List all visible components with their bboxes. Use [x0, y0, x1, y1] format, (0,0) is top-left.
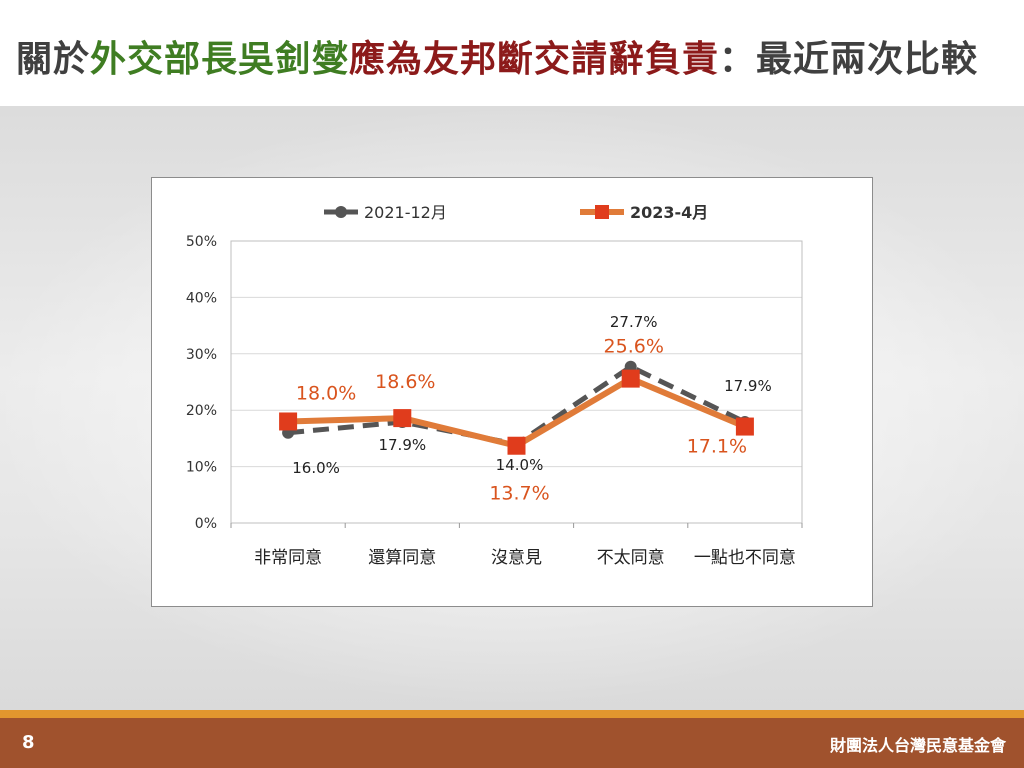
series-2023-4-point — [621, 369, 640, 388]
series-2021-12-data-label: 27.7% — [610, 313, 658, 331]
x-category-label: 沒意見 — [491, 548, 542, 568]
x-category-label: 不太同意 — [597, 548, 665, 568]
x-category-label: 還算同意 — [368, 548, 436, 568]
title-part-compare: ：最近兩次比較 — [719, 39, 979, 80]
chart-panel: 0% 10% 20% 30% 40% 50% 非常同意 還算同意 沒意見 不太同意 一點也不同意 16… — [151, 177, 873, 607]
x-category-label: 一點也不同意 — [694, 548, 796, 568]
y-tick-label: 30% — [186, 347, 217, 363]
series-2023-4-point — [735, 417, 754, 436]
title-part-minister: 外交部長吳釗燮 — [90, 39, 350, 80]
series-2021-12-data-label: 17.9% — [724, 377, 772, 395]
series-2021-12-data-label: 16.0% — [292, 459, 340, 477]
series-2023-4-point — [507, 436, 526, 455]
series-2021-12-data-label: 14.0% — [496, 456, 544, 474]
y-tick-label: 10% — [186, 460, 217, 476]
legend-2021-12-label: 2021-12月 — [364, 203, 447, 222]
y-tick-label: 20% — [186, 403, 217, 419]
series-2023-4-point — [279, 412, 298, 431]
plot-area-border — [230, 240, 803, 524]
title-part-1: 關於 — [16, 39, 91, 80]
footer-bar: 8 財團法人台灣民意基金會 — [0, 718, 1024, 768]
legend-2023-4-marker — [595, 205, 609, 219]
page-title: 關於外交部長吳釗燮應為友邦斷交請辭負責：最近兩次比較 — [16, 30, 978, 82]
series-2023-4-data-label: 18.6% — [375, 371, 435, 393]
series-2021-12-data-label: 17.9% — [378, 436, 426, 454]
series-2023-4-point — [393, 409, 412, 428]
series-2023-4-data-label: 25.6% — [604, 336, 664, 358]
series-2023-4-line — [288, 375, 747, 449]
legend-2023-4-label: 2023-4月 — [630, 203, 708, 222]
legend-2021-12-marker — [335, 206, 347, 218]
line-chart: 0% 10% 20% 30% 40% 50% 非常同意 還算同意 沒意見 不太同意 一點也不同意 16… — [186, 203, 803, 568]
series-2023-4-data-label: 17.1% — [687, 436, 747, 458]
y-tick-label: 50% — [186, 234, 217, 250]
title-bar: 關於外交部長吳釗燮應為友邦斷交請辭負責：最近兩次比較 — [0, 0, 1024, 106]
page-number: 8 — [22, 732, 35, 753]
footer-accent-stripe — [0, 710, 1024, 718]
series-2023-4-data-label: 13.7% — [489, 483, 549, 505]
x-category-label: 非常同意 — [254, 548, 322, 568]
organization-name: 財團法人台灣民意基金會 — [829, 736, 1006, 755]
title-part-resign: 應為友邦斷交請辭負責 — [349, 39, 720, 80]
y-tick-label: 0% — [195, 516, 217, 532]
series-2023-4-data-label: 18.0% — [296, 382, 356, 404]
series-2021-12-line — [287, 364, 746, 447]
y-tick-label: 40% — [186, 290, 217, 306]
